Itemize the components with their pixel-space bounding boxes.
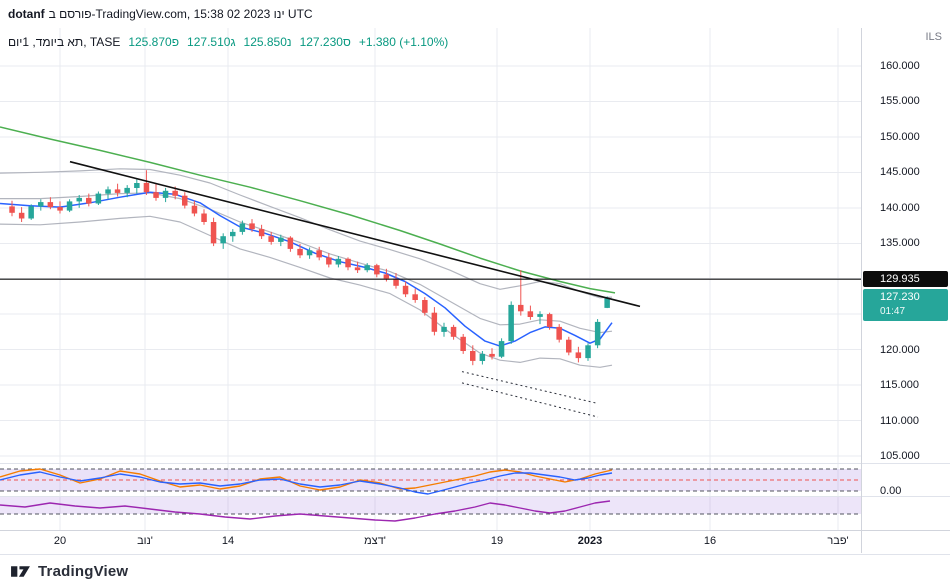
- pane-separator-1[interactable]: [0, 463, 950, 464]
- author-name[interactable]: dotanf: [8, 7, 45, 21]
- time-tick-label: 2023: [577, 535, 603, 547]
- drawings[interactable]: [0, 160, 861, 418]
- change-percent: +1.380 (+1.10%): [358, 35, 449, 49]
- price-tick-label: 105.000: [880, 450, 920, 462]
- chart-legend: תא ביומד, 1יום, TASE פ125.870 ג127.510 נ…: [8, 35, 448, 49]
- candlestick-series[interactable]: [9, 170, 610, 366]
- currency-label: ILS: [925, 31, 942, 43]
- price-tick-label: 150.000: [880, 131, 920, 143]
- time-tick-label: דצמ': [364, 535, 386, 547]
- time-axis-border: [0, 530, 950, 531]
- ohlc-high: ג127.510: [187, 35, 236, 49]
- time-tick-label: 14: [221, 535, 235, 547]
- price-axis[interactable]: ILS 129.935 127.230 01:47 160.000 155.000…: [862, 0, 950, 553]
- price-level-label: 129.935: [863, 271, 948, 287]
- price-tick-label: 0.00: [880, 485, 902, 497]
- price-tick-label: 160.000: [880, 60, 920, 72]
- price-level-value: 129.935: [880, 273, 920, 285]
- time-tick-label: 19: [490, 535, 504, 547]
- time-axis[interactable]: 20 נוב' 14 דצמ' 19 2023 16 פבר': [0, 530, 861, 553]
- footer-border: [0, 554, 950, 555]
- price-tick-label: 135.000: [880, 237, 920, 249]
- bar-countdown: 01:47: [880, 306, 906, 317]
- price-tick-label: 110.000: [880, 415, 919, 427]
- time-tick-label: 16: [703, 535, 717, 547]
- price-axis-border: [861, 28, 862, 553]
- ohlc-close: ס127.230: [299, 35, 351, 49]
- footer-bar: TradingView: [10, 558, 128, 584]
- time-tick-label: 20: [53, 535, 67, 547]
- time-tick-label: נוב': [137, 535, 153, 547]
- attribution-bar: dotanf פורסם ב-TradingView.com, 15:38 02 …: [8, 7, 313, 21]
- time-tick-label: פבר': [827, 535, 849, 547]
- overlay-lines[interactable]: [0, 126, 616, 368]
- pane-separator-2[interactable]: [0, 496, 950, 497]
- price-tick-label: 140.000: [880, 202, 920, 214]
- price-tick-label: 120.000: [880, 344, 920, 356]
- tradingview-logo-icon[interactable]: [10, 563, 31, 580]
- ohlc-open: פ125.870: [128, 35, 180, 49]
- indicator-panes[interactable]: [0, 468, 861, 522]
- last-price-label: 127.230 01:47: [863, 289, 948, 321]
- price-tick-label: 115.000: [880, 379, 919, 391]
- ohlc-low: נ125.850: [243, 35, 292, 49]
- price-tick-label: 145.000: [880, 166, 920, 178]
- brand-name[interactable]: TradingView: [38, 562, 129, 580]
- price-tick-label: 155.000: [880, 95, 920, 107]
- published-text: פורסם ב-TradingView.com, 15:38 02 ינו 20…: [48, 7, 313, 21]
- symbol-title[interactable]: תא ביומד, 1יום, TASE: [8, 35, 121, 49]
- last-price-value: 127.230: [880, 291, 920, 303]
